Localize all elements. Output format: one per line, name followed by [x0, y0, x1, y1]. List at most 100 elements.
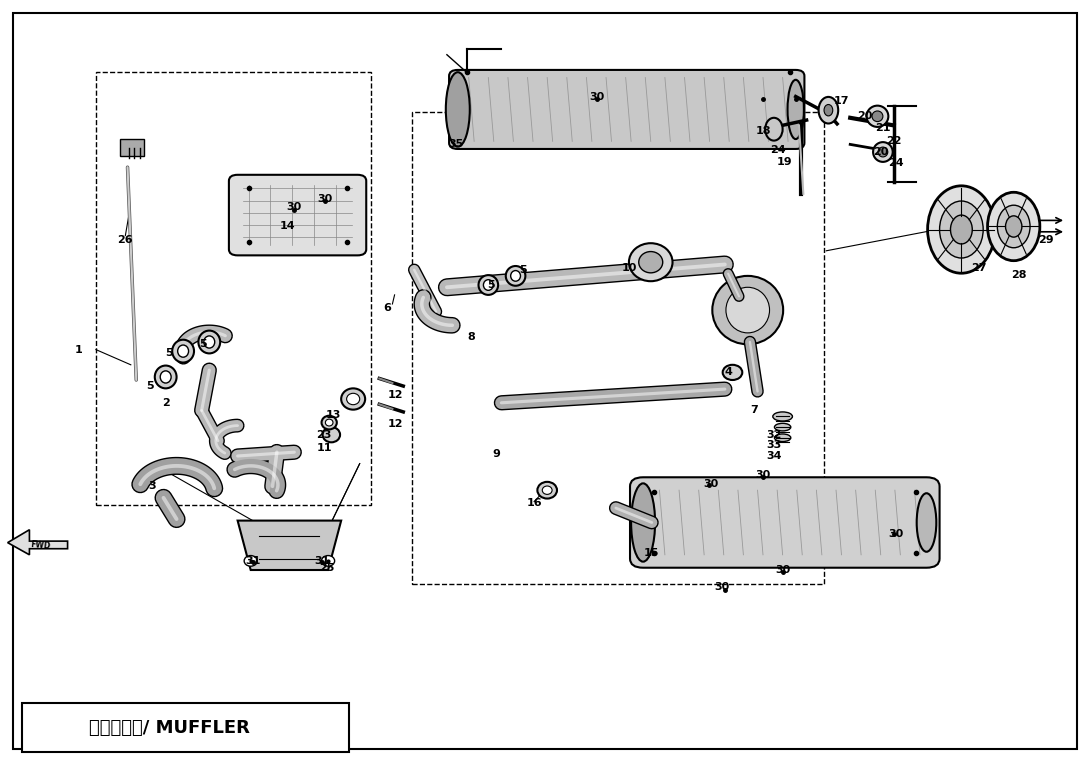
- Ellipse shape: [867, 106, 888, 127]
- Ellipse shape: [484, 280, 493, 290]
- Text: 9: 9: [492, 448, 500, 459]
- Text: 30: 30: [317, 194, 332, 204]
- Ellipse shape: [775, 423, 791, 431]
- Text: 10: 10: [621, 263, 637, 274]
- Ellipse shape: [950, 215, 972, 244]
- Ellipse shape: [1006, 216, 1022, 237]
- Ellipse shape: [775, 434, 791, 442]
- Text: 5: 5: [166, 348, 172, 359]
- Ellipse shape: [347, 394, 360, 404]
- FancyBboxPatch shape: [449, 70, 804, 149]
- Bar: [412, 112, 824, 584]
- Text: 8: 8: [467, 331, 475, 342]
- Text: 30: 30: [775, 565, 790, 575]
- Ellipse shape: [341, 388, 365, 410]
- Text: 4: 4: [724, 367, 732, 378]
- Text: 24: 24: [771, 145, 786, 156]
- Text: 排气消声器/ MUFFLER: 排气消声器/ MUFFLER: [88, 719, 250, 737]
- Text: 12: 12: [388, 419, 403, 429]
- Ellipse shape: [510, 271, 520, 281]
- Text: 21: 21: [875, 122, 891, 133]
- Text: 6: 6: [383, 302, 391, 313]
- Text: 7: 7: [750, 405, 759, 416]
- Ellipse shape: [326, 420, 334, 426]
- Ellipse shape: [917, 493, 936, 552]
- Ellipse shape: [629, 243, 673, 281]
- Text: 3: 3: [149, 481, 156, 492]
- Ellipse shape: [824, 105, 833, 116]
- Text: 30: 30: [755, 470, 771, 480]
- Ellipse shape: [172, 340, 194, 363]
- Ellipse shape: [155, 366, 177, 388]
- Text: 11: 11: [317, 443, 332, 454]
- Bar: [96, 72, 371, 505]
- Ellipse shape: [631, 483, 655, 562]
- Ellipse shape: [928, 185, 995, 274]
- Text: 22: 22: [886, 136, 901, 147]
- Text: 5: 5: [487, 280, 494, 290]
- Ellipse shape: [543, 486, 552, 495]
- Ellipse shape: [446, 72, 470, 147]
- Text: 27: 27: [971, 262, 986, 273]
- Ellipse shape: [713, 276, 783, 344]
- Text: 19: 19: [777, 157, 792, 167]
- Ellipse shape: [819, 97, 838, 123]
- Ellipse shape: [204, 336, 215, 348]
- Text: 32: 32: [766, 429, 782, 440]
- Text: 30: 30: [703, 479, 718, 489]
- Ellipse shape: [997, 205, 1030, 248]
- Text: 2: 2: [161, 397, 170, 408]
- Text: 35: 35: [448, 139, 463, 150]
- Ellipse shape: [988, 192, 1040, 261]
- Ellipse shape: [322, 416, 337, 429]
- Text: 30: 30: [287, 201, 302, 212]
- Text: 23: 23: [316, 429, 331, 440]
- Text: FWD: FWD: [31, 540, 50, 550]
- Text: 14: 14: [280, 221, 295, 232]
- Ellipse shape: [178, 345, 189, 357]
- Ellipse shape: [160, 371, 171, 383]
- Ellipse shape: [537, 482, 557, 499]
- Text: 31: 31: [314, 556, 329, 566]
- Ellipse shape: [872, 111, 883, 122]
- Ellipse shape: [773, 412, 792, 421]
- Text: 18: 18: [755, 125, 771, 136]
- Text: 30: 30: [888, 528, 904, 539]
- Text: 25: 25: [319, 563, 335, 574]
- Ellipse shape: [198, 331, 220, 353]
- Ellipse shape: [873, 142, 893, 162]
- Text: 30: 30: [590, 91, 605, 102]
- Text: 5: 5: [199, 338, 206, 349]
- Ellipse shape: [787, 80, 804, 139]
- Text: 34: 34: [766, 451, 782, 461]
- Text: 15: 15: [644, 548, 659, 559]
- Text: 17: 17: [834, 96, 849, 106]
- Ellipse shape: [879, 147, 888, 157]
- Text: 5: 5: [147, 381, 154, 391]
- Text: 28: 28: [1012, 270, 1027, 280]
- Ellipse shape: [639, 252, 663, 273]
- Ellipse shape: [506, 266, 525, 286]
- Polygon shape: [238, 521, 341, 570]
- Ellipse shape: [940, 201, 983, 258]
- Text: 26: 26: [118, 235, 133, 245]
- Text: 33: 33: [766, 440, 782, 451]
- Text: 13: 13: [326, 410, 341, 420]
- FancyBboxPatch shape: [229, 175, 366, 255]
- Ellipse shape: [479, 275, 498, 295]
- Ellipse shape: [726, 287, 770, 333]
- Text: 12: 12: [388, 390, 403, 401]
- Ellipse shape: [244, 556, 257, 566]
- Text: 30: 30: [714, 582, 729, 593]
- Bar: [120, 139, 144, 156]
- Ellipse shape: [765, 118, 783, 141]
- Ellipse shape: [323, 427, 340, 442]
- Text: 31: 31: [245, 556, 261, 566]
- Ellipse shape: [322, 556, 335, 566]
- Text: 1: 1: [74, 344, 83, 355]
- Polygon shape: [8, 530, 68, 555]
- FancyBboxPatch shape: [630, 477, 940, 568]
- Text: 29: 29: [1039, 235, 1054, 245]
- Ellipse shape: [723, 365, 742, 380]
- Text: 5: 5: [520, 264, 526, 275]
